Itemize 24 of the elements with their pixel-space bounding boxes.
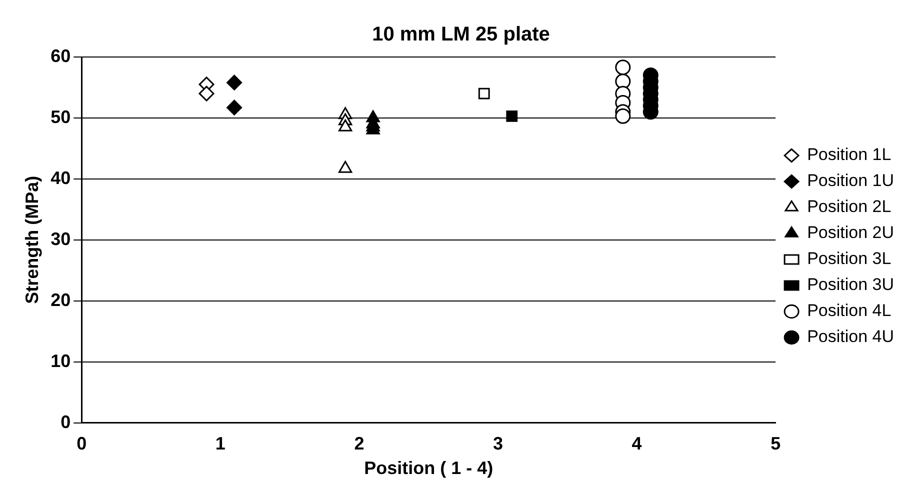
x-tick-label: 1 [215,434,226,454]
y-tick-label: 20 [50,290,71,310]
y-tick-label: 40 [50,168,71,188]
chart-title: 10 mm LM 25 plate [372,24,550,46]
legend-label: Position 2U [807,223,894,242]
x-tick-label: 0 [76,434,87,454]
y-axis-title: Strength (MPa) [22,176,42,304]
legend-label: Position 3U [807,275,894,294]
x-tick-label: 2 [354,434,364,454]
y-tick-label: 10 [50,350,71,371]
y-tick-label: 60 [50,46,71,66]
y-tick-label: 50 [50,106,71,127]
x-tick-label: 3 [492,434,503,454]
x-tick-label: 4 [632,434,642,454]
legend-label: Position 4L [807,301,892,320]
y-tick-label: 0 [60,412,71,432]
y-tick-label: 30 [50,228,71,249]
legend-label: Position 2L [807,197,892,216]
x-tick-label: 5 [770,434,781,454]
legend-label: Position 1L [807,145,892,164]
legend-label: Position 3L [807,249,892,268]
legend-label: Position 4U [807,327,894,346]
legend-label: Position 1U [807,171,894,190]
x-axis-title: Position ( 1 - 4) [364,458,494,478]
